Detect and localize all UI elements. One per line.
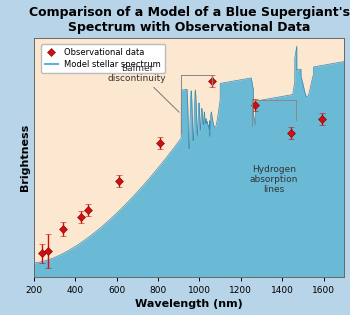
X-axis label: Wavelength (nm): Wavelength (nm) [135,300,243,309]
Legend: Observational data, Model stellar spectrum: Observational data, Model stellar spectr… [41,44,165,73]
Title: Comparison of a Model of a Blue Supergiant's
Spectrum with Observational Data: Comparison of a Model of a Blue Supergia… [29,6,350,34]
Text: Hydrogen
absorption
lines: Hydrogen absorption lines [250,164,298,194]
Y-axis label: Brightness: Brightness [20,124,29,191]
Text: Balmer
discontinuity: Balmer discontinuity [108,64,167,83]
